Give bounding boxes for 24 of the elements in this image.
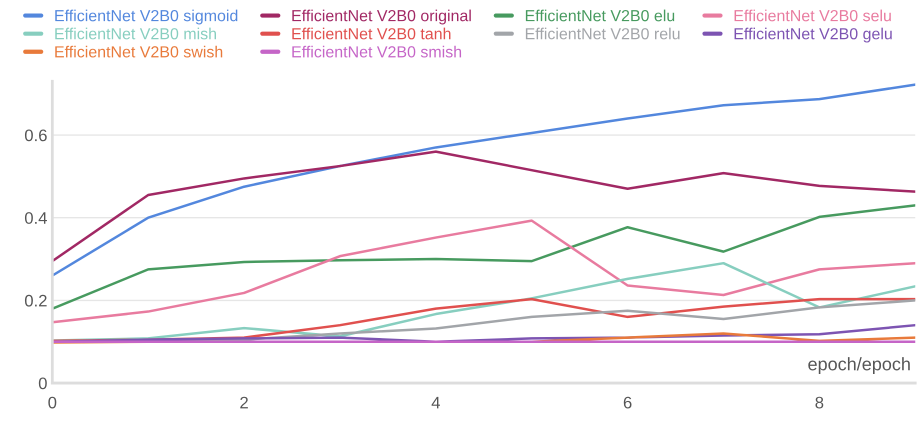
legend-label: EfficientNet V2B0 selu — [734, 10, 891, 22]
line-series — [52, 204, 916, 310]
legend-label: EfficientNet V2B0 sigmoid — [55, 10, 238, 24]
legend-label: EfficientNet V2B0 mish — [55, 28, 216, 40]
y-tick-label: 0.4 — [24, 212, 47, 224]
legend-label: EfficientNet V2B0 swish — [55, 46, 222, 58]
y-tick-label: 0.2 — [24, 294, 47, 307]
x-tick-label: 0 — [48, 396, 56, 408]
y-tick-label: 0 — [38, 377, 47, 390]
line-series — [52, 83, 916, 277]
legend-label: EfficientNet V2B0 relu — [526, 28, 680, 40]
legend-label: EfficientNet V2B0 original — [292, 10, 471, 24]
line-series — [52, 219, 916, 324]
x-tick-label: 6 — [624, 396, 632, 408]
x-tick-label: 4 — [432, 396, 440, 408]
y-tick-label: 0.6 — [24, 129, 47, 142]
x-tick-label: 8 — [815, 396, 824, 408]
line-series — [52, 150, 916, 262]
legend-label: EfficientNet V2B0 tanh — [292, 28, 450, 40]
legend-label: EfficientNet V2B0 smish — [292, 46, 462, 58]
legend-label: EfficientNet V2B0 gelu — [734, 28, 892, 43]
x-tick-label: 2 — [240, 396, 248, 408]
x-axis-title: epoch/epoch — [808, 357, 910, 374]
legend-label: EfficientNet V2B0 elu — [526, 10, 674, 22]
